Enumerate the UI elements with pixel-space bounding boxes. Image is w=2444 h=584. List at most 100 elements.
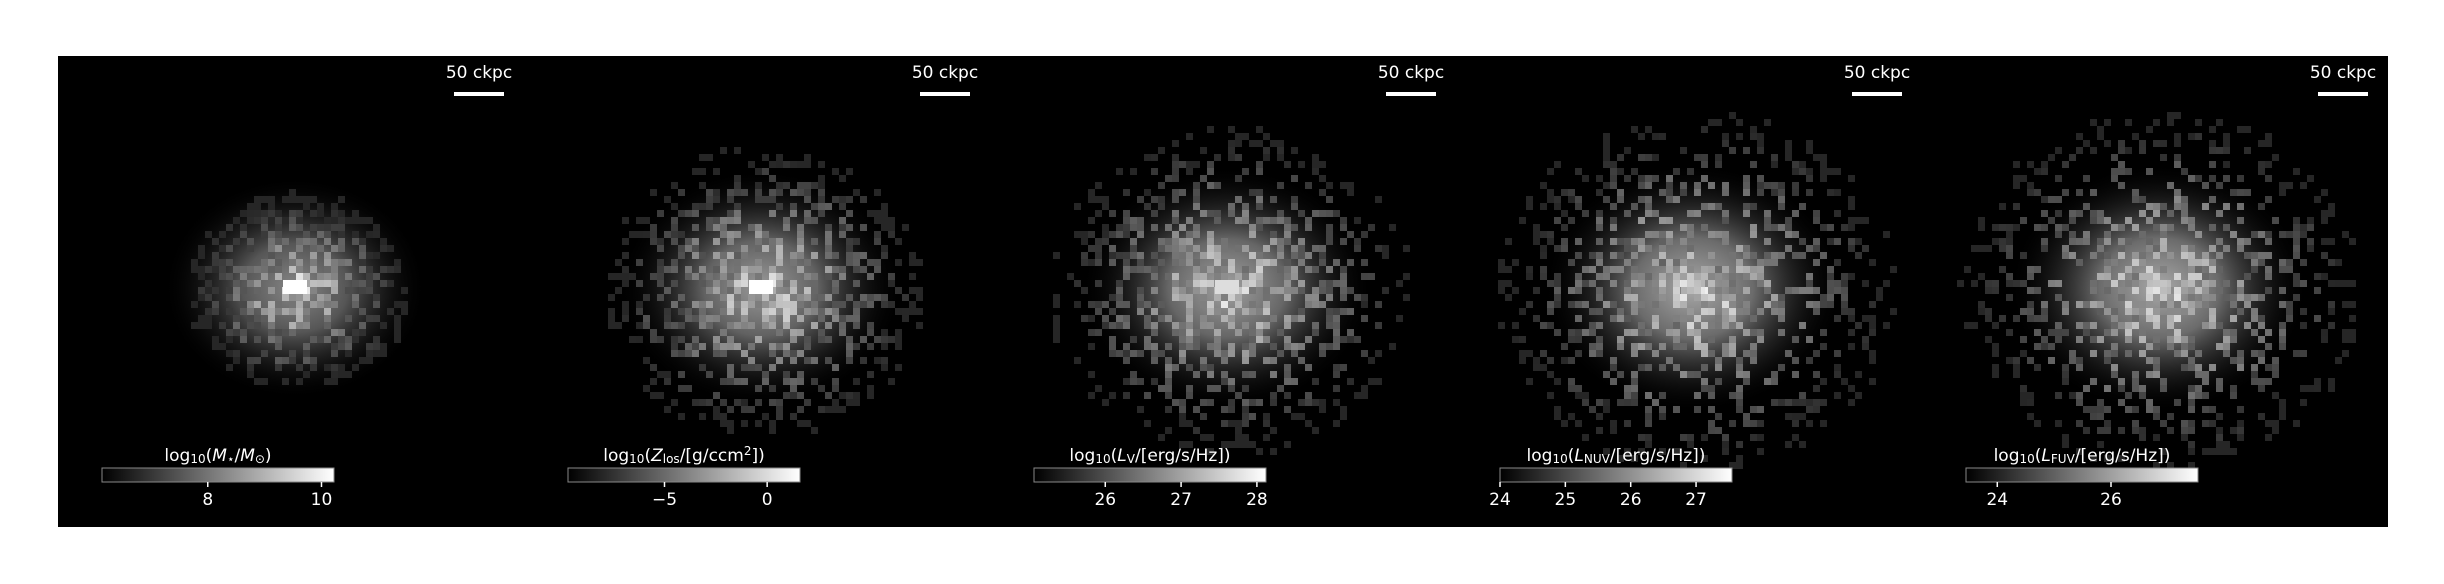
image-pixel [1151, 329, 1158, 336]
image-pixel [2202, 294, 2209, 301]
image-pixel [1764, 301, 1771, 308]
image-pixel [2125, 119, 2132, 126]
image-pixel [1235, 154, 1242, 161]
image-pixel [2188, 357, 2195, 364]
image-pixel [2006, 238, 2013, 245]
image-pixel [1526, 350, 1533, 357]
image-pixel [636, 322, 643, 329]
image-pixel [1179, 336, 1186, 343]
image-pixel [1214, 252, 1221, 259]
image-pixel [1722, 294, 1729, 301]
image-pixel [776, 294, 783, 301]
image-pixel [1498, 259, 1505, 266]
image-pixel [713, 343, 720, 350]
image-pixel [1256, 399, 1263, 406]
image-pixel [331, 294, 338, 301]
image-pixel [811, 378, 818, 385]
image-pixel [2258, 350, 2265, 357]
image-pixel [1743, 329, 1750, 336]
image-pixel [1848, 217, 1855, 224]
image-pixel [671, 217, 678, 224]
image-pixel [2237, 364, 2244, 371]
image-pixel [797, 238, 804, 245]
image-pixel [1305, 420, 1312, 427]
image-pixel [1249, 441, 1256, 448]
image-pixel [2216, 448, 2223, 455]
image-pixel [1249, 140, 1256, 147]
image-pixel [2272, 392, 2279, 399]
image-pixel [1263, 147, 1270, 154]
image-pixel [727, 287, 734, 294]
image-pixel [1172, 189, 1179, 196]
image-pixel [2020, 308, 2027, 315]
image-pixel [790, 301, 797, 308]
image-pixel [727, 378, 734, 385]
image-pixel [1673, 315, 1680, 322]
image-pixel [1806, 175, 1813, 182]
image-pixel [1123, 322, 1130, 329]
image-pixel [2188, 259, 2195, 266]
image-pixel [1074, 203, 1081, 210]
image-pixel [1088, 231, 1095, 238]
image-pixel [2076, 259, 2083, 266]
image-pixel [1792, 413, 1799, 420]
image-pixel [1235, 196, 1242, 203]
image-pixel [692, 224, 699, 231]
image-pixel [2349, 301, 2356, 308]
image-pixel [1666, 217, 1673, 224]
image-pixel [685, 315, 692, 322]
image-pixel [1799, 203, 1806, 210]
image-pixel [2258, 168, 2265, 175]
image-pixel [1778, 294, 1785, 301]
image-pixel [2272, 154, 2279, 161]
image-pixel [790, 385, 797, 392]
image-pixel [1228, 154, 1235, 161]
image-pixel [1172, 245, 1179, 252]
image-pixel [289, 196, 296, 203]
image-pixel [1088, 259, 1095, 266]
image-pixel [1207, 434, 1214, 441]
image-pixel [825, 336, 832, 343]
image-pixel [1326, 315, 1333, 322]
image-pixel [818, 406, 825, 413]
image-pixel [2090, 189, 2097, 196]
image-pixel [2069, 210, 2076, 217]
image-pixel [1722, 140, 1729, 147]
image-pixel [769, 322, 776, 329]
image-pixel [2111, 259, 2118, 266]
image-pixel [1186, 315, 1193, 322]
image-pixel [2083, 231, 2090, 238]
image-pixel [2314, 385, 2321, 392]
image-pixel [755, 182, 762, 189]
image-pixel [1582, 210, 1589, 217]
image-pixel [1820, 294, 1827, 301]
image-pixel [1638, 196, 1645, 203]
image-pixel [1862, 245, 1869, 252]
image-pixel [2139, 259, 2146, 266]
image-pixel [2307, 238, 2314, 245]
image-pixel [1631, 329, 1638, 336]
image-pixel [1547, 238, 1554, 245]
image-pixel [1827, 238, 1834, 245]
image-pixel [1270, 315, 1277, 322]
image-pixel [1813, 210, 1820, 217]
image-pixel [380, 322, 387, 329]
image-pixel [2076, 392, 2083, 399]
image-pixel [1179, 329, 1186, 336]
image-pixel [317, 336, 324, 343]
image-pixel [2111, 322, 2118, 329]
image-pixel [657, 259, 664, 266]
image-pixel [1102, 224, 1109, 231]
image-pixel [755, 336, 762, 343]
image-pixel [2251, 266, 2258, 273]
image-pixel [2104, 406, 2111, 413]
image-pixel [1137, 196, 1144, 203]
image-pixel [825, 273, 832, 280]
image-pixel [1235, 427, 1242, 434]
image-pixel [1645, 175, 1652, 182]
image-pixel [748, 294, 755, 301]
image-pixel [2048, 280, 2055, 287]
image-pixel [2139, 427, 2146, 434]
image-pixel [1200, 434, 1207, 441]
